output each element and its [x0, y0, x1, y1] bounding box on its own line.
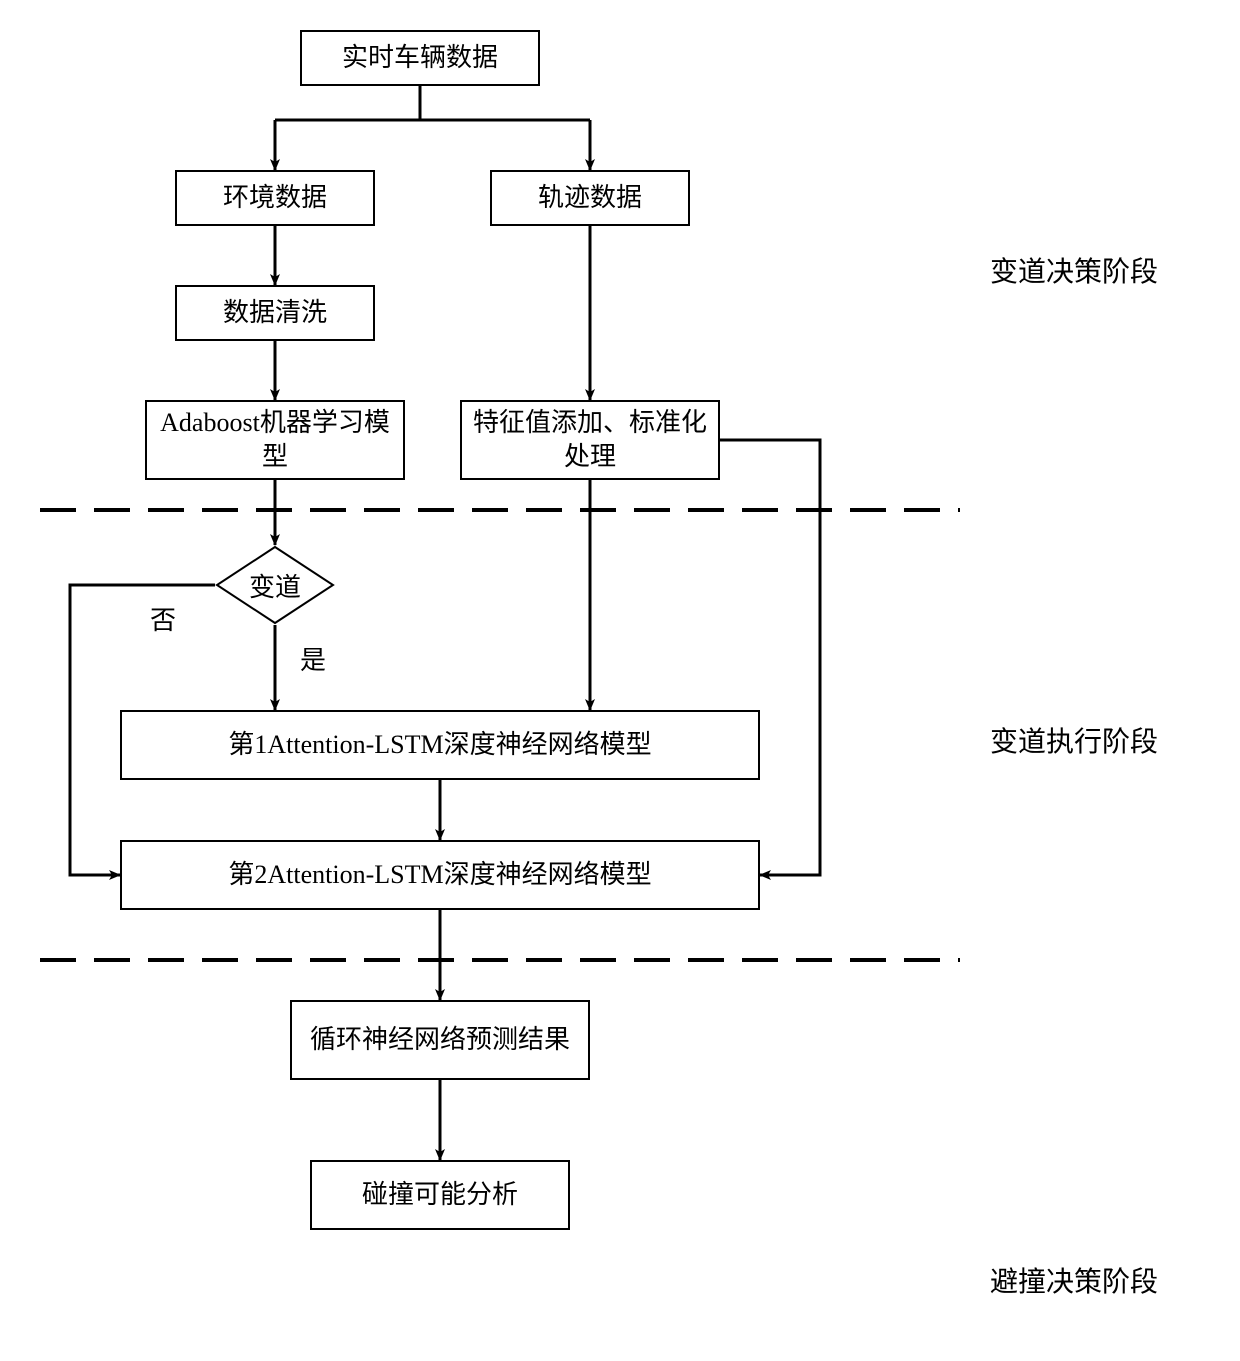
phase-text: 避撞决策阶段: [990, 1267, 1158, 1298]
node-environment-data: 环境数据: [175, 170, 375, 226]
node-label: 环境数据: [223, 181, 327, 215]
node-label: 特征值添加、标准化处理: [472, 406, 708, 474]
node-label: 第2Attention-LSTM深度神经网络模型: [228, 858, 651, 892]
node-label: Adaboost机器学习模型: [157, 406, 393, 474]
node-adaboost-model: Adaboost机器学习模型: [145, 400, 405, 480]
node-attention-lstm-1: 第1Attention-LSTM深度神经网络模型: [120, 710, 760, 780]
node-feature-normalization: 特征值添加、标准化处理: [460, 400, 720, 480]
node-collision-analysis: 碰撞可能分析: [310, 1160, 570, 1230]
decision-label: 变道: [249, 567, 301, 604]
node-data-cleaning: 数据清洗: [175, 285, 375, 341]
phase-text: 变道执行阶段: [990, 727, 1158, 758]
phase-label-collision: 避撞决策阶段: [990, 1260, 1158, 1300]
phase-text: 变道决策阶段: [990, 257, 1158, 288]
phase-label-execution: 变道执行阶段: [990, 720, 1158, 760]
node-trajectory-data: 轨迹数据: [490, 170, 690, 226]
decision-lane-change: 变道: [215, 545, 335, 625]
node-label: 第1Attention-LSTM深度神经网络模型: [228, 728, 651, 762]
edge-label-no: 否: [150, 600, 176, 637]
node-label: 循环神经网络预测结果: [310, 1023, 570, 1057]
edge-label-yes: 是: [300, 640, 326, 677]
node-label: 碰撞可能分析: [362, 1178, 518, 1212]
node-label: 数据清洗: [223, 296, 327, 330]
node-label: 轨迹数据: [538, 181, 642, 215]
node-label: 实时车辆数据: [342, 41, 498, 75]
node-realtime-vehicle-data: 实时车辆数据: [300, 30, 540, 86]
node-attention-lstm-2: 第2Attention-LSTM深度神经网络模型: [120, 840, 760, 910]
phase-label-decision: 变道决策阶段: [990, 250, 1158, 290]
node-rnn-prediction: 循环神经网络预测结果: [290, 1000, 590, 1080]
